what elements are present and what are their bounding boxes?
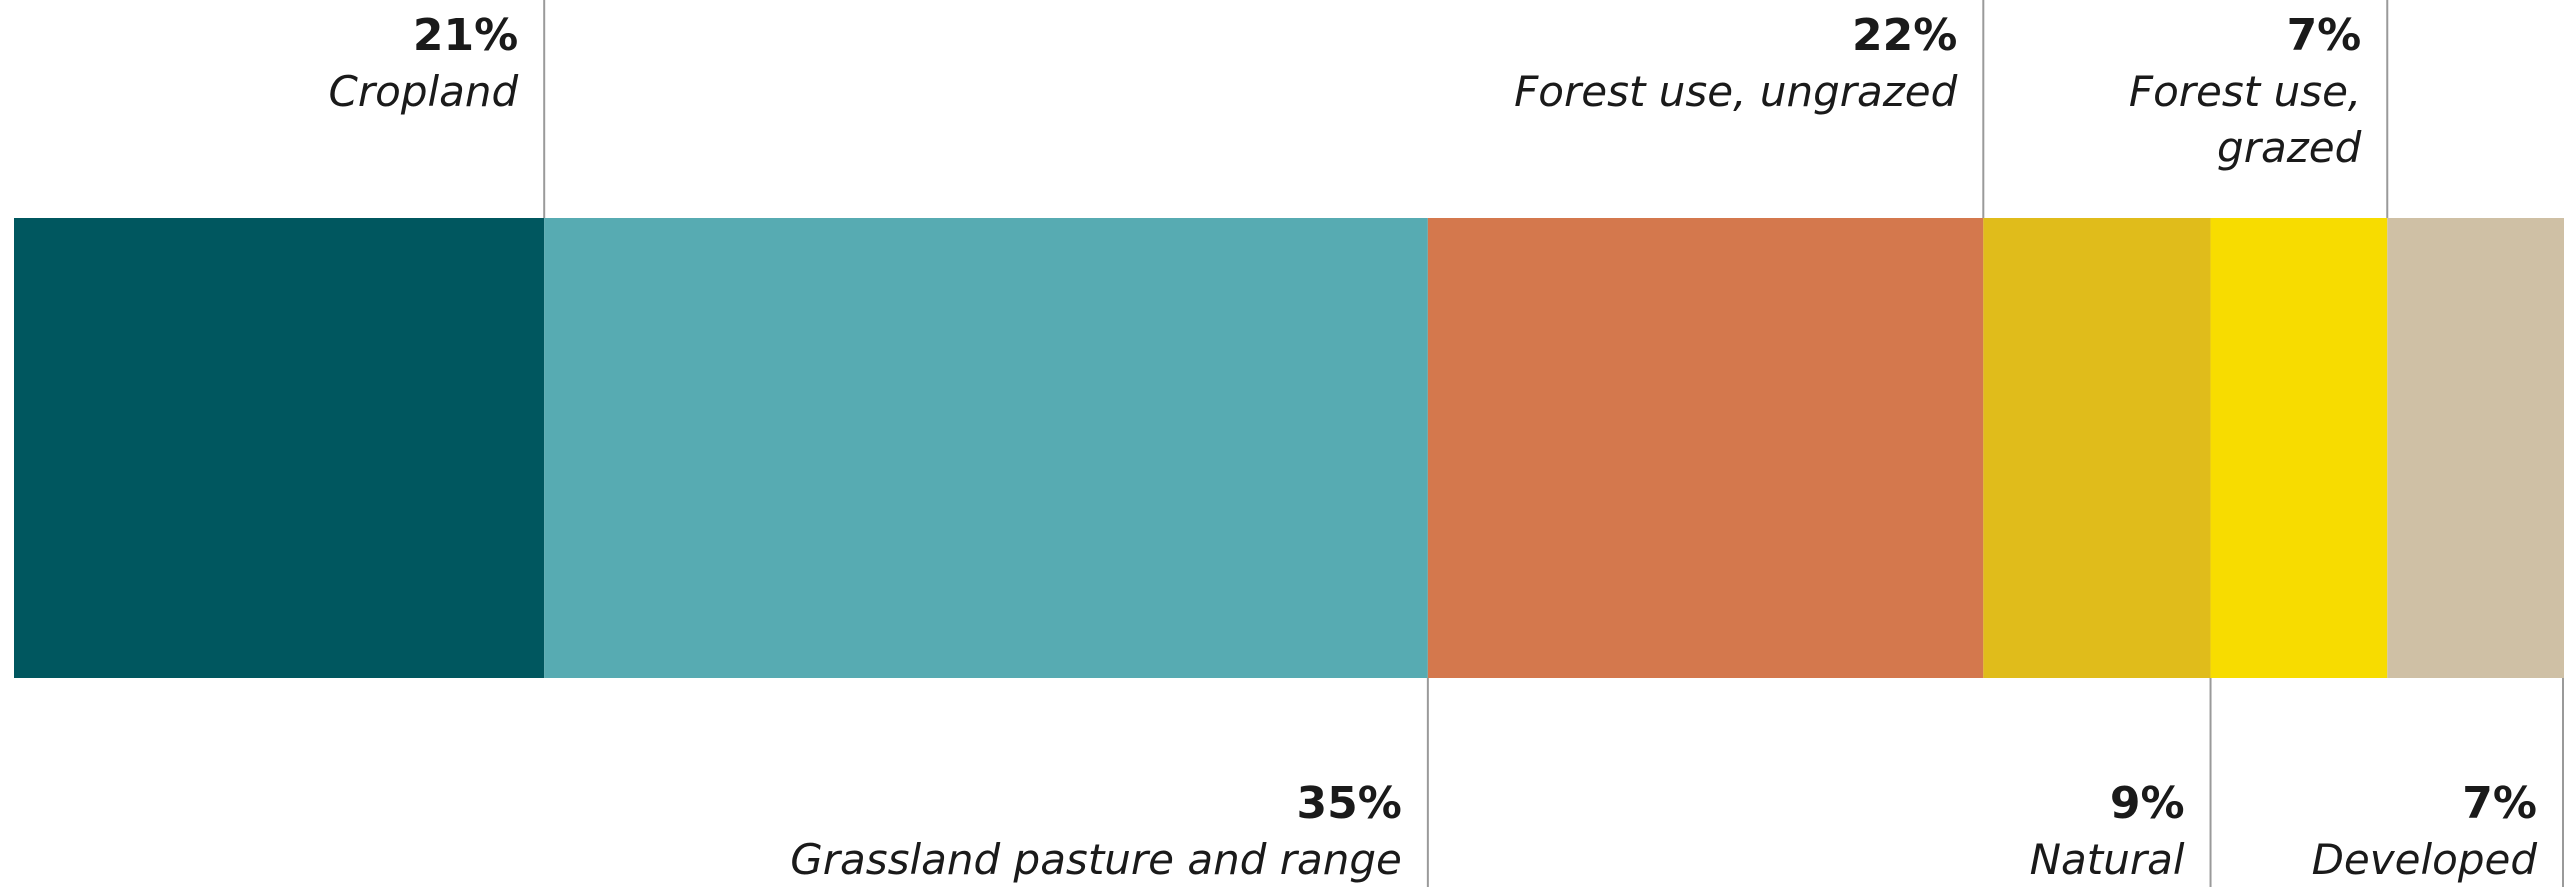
bar-segment-5 [2387, 218, 2564, 678]
segment-percent-label-1: 35% [1297, 778, 1402, 829]
bar-segment-1 [544, 218, 1428, 678]
segment-category-label-2-0: Forest use, ungrazed [1514, 67, 1957, 116]
segment-category-label-4-0: Forest use, [2129, 67, 2361, 116]
segment-percent-label-2: 22% [1852, 10, 1957, 61]
segment-category-label-5-0: Developed [2312, 835, 2538, 884]
segment-category-label-1-0: Grassland pasture and range [790, 835, 1402, 884]
segment-percent-label-5: 7% [2462, 778, 2537, 829]
bar-segment-0 [14, 218, 545, 678]
segment-category-label-0-0: Cropland [329, 67, 519, 116]
segment-percent-label-0: 21% [413, 10, 518, 61]
bar-segment-4 [2210, 218, 2388, 678]
segment-category-label-3-0: Natural [2030, 835, 2185, 884]
segment-percent-label-3: 9% [2110, 778, 2185, 829]
segment-category-label-4-1: grazed [2217, 123, 2362, 172]
bar-segment-2 [1427, 218, 1984, 678]
segment-percent-label-4: 7% [2287, 10, 2362, 61]
bar-segment-3 [1983, 218, 2211, 678]
